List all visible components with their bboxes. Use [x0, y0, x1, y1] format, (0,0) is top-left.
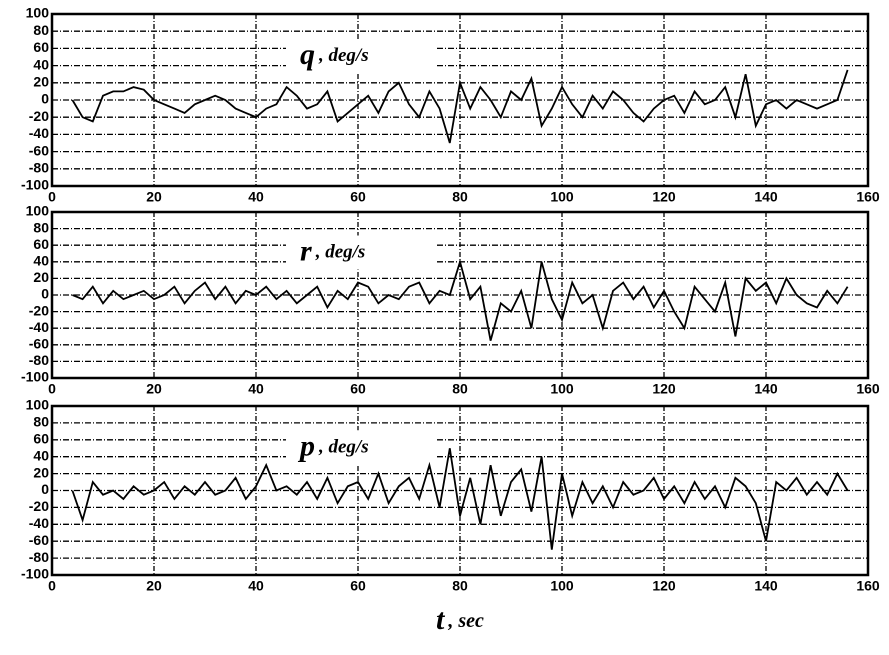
chart-title: p, deg/s: [297, 429, 369, 462]
x-tick-label: 20: [146, 578, 162, 594]
plot-frame: [50, 12, 870, 188]
x-tick-label: 60: [350, 578, 366, 594]
title-box: [286, 39, 436, 73]
x-axis-label: t, sec: [436, 603, 484, 636]
y-tick-label: -40: [29, 125, 49, 141]
title-unit: , deg/s: [318, 45, 369, 66]
y-tick-label: 80: [33, 22, 49, 38]
y-tick-label: -80: [29, 549, 49, 565]
data-line: [71, 448, 849, 550]
x-axis-unit: , sec: [447, 610, 484, 632]
x-tick-label: 40: [248, 578, 264, 594]
x-axis-variable: t: [436, 603, 446, 636]
y-tick-label: 80: [33, 414, 49, 430]
y-tick-label: 60: [33, 431, 49, 447]
title-variable: q: [300, 38, 315, 71]
y-tick-label: -40: [29, 515, 49, 531]
title-variable: r: [300, 234, 312, 267]
y-tick-label: -60: [29, 532, 49, 548]
y-tick-label: 100: [26, 5, 50, 21]
title-unit: , deg/s: [318, 437, 369, 458]
y-tick-label: 60: [33, 39, 49, 55]
x-tick-label: 160: [856, 578, 880, 594]
y-tick-label: 40: [33, 253, 49, 269]
x-tick-label: 100: [550, 578, 574, 594]
x-tick-label: 140: [754, 189, 778, 205]
y-tick-label: -100: [21, 177, 49, 193]
x-tick-label: 100: [550, 381, 574, 397]
y-tick-label: -40: [29, 319, 49, 335]
y-tick-label: 20: [33, 464, 49, 480]
y-tick-label: 20: [33, 269, 49, 285]
x-tick-label: 80: [452, 578, 468, 594]
x-tick-label: 0: [48, 381, 56, 397]
y-tick-label: 40: [33, 447, 49, 463]
x-tick-label: 60: [350, 381, 366, 397]
x-tick-label: 120: [652, 189, 676, 205]
y-tick-label: 20: [33, 74, 49, 90]
x-tick-label: 120: [652, 578, 676, 594]
chart-title: r, deg/s: [300, 234, 365, 267]
y-tick-label: -20: [29, 108, 49, 124]
title-box: [286, 430, 436, 465]
title-variable: p: [297, 429, 315, 462]
x-tick-label: 100: [550, 189, 574, 205]
plot-frame: [50, 404, 870, 577]
y-tick-label: -80: [29, 352, 49, 368]
x-tick-label: 60: [350, 189, 366, 205]
x-tick-label: 160: [856, 381, 880, 397]
x-tick-label: 20: [146, 381, 162, 397]
x-tick-label: 80: [452, 381, 468, 397]
y-tick-label: 60: [33, 236, 49, 252]
y-tick-label: 0: [41, 91, 49, 107]
y-tick-label: -20: [29, 302, 49, 318]
x-tick-label: 140: [754, 578, 778, 594]
x-tick-label: 20: [146, 189, 162, 205]
x-tick-label: 120: [652, 381, 676, 397]
y-tick-label: -60: [29, 142, 49, 158]
x-tick-label: 40: [248, 381, 264, 397]
title-box: [286, 235, 436, 270]
x-tick-label: 40: [248, 189, 264, 205]
y-tick-label: 80: [33, 219, 49, 235]
y-tick-label: -20: [29, 498, 49, 514]
x-tick-label: 80: [452, 189, 468, 205]
y-tick-label: 0: [41, 481, 49, 497]
y-tick-label: 0: [41, 286, 49, 302]
y-tick-label: 40: [33, 56, 49, 72]
y-tick-label: -100: [21, 369, 49, 385]
x-tick-label: 0: [48, 578, 56, 594]
plot-frame: [50, 210, 870, 380]
y-tick-label: -80: [29, 160, 49, 176]
chart-title: q, deg/s: [300, 38, 369, 71]
y-tick-label: -60: [29, 336, 49, 352]
y-tick-label: 100: [26, 203, 50, 219]
y-tick-label: 100: [26, 397, 50, 413]
data-line: [72, 258, 849, 341]
data-line: [71, 69, 849, 144]
title-unit: , deg/s: [315, 242, 366, 263]
x-tick-label: 140: [754, 381, 778, 397]
x-tick-label: 160: [856, 189, 880, 205]
x-tick-label: 0: [48, 189, 56, 205]
y-tick-label: -100: [21, 566, 49, 582]
